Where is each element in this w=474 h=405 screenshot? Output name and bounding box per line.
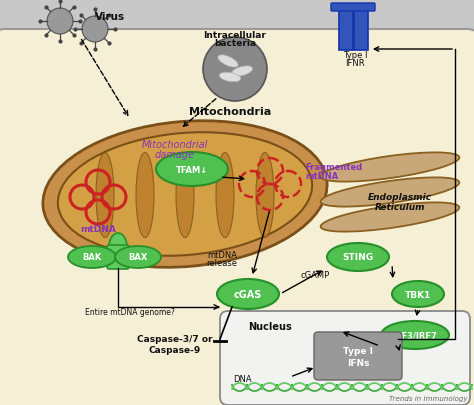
Ellipse shape [96, 153, 114, 238]
Text: release: release [207, 258, 237, 267]
Ellipse shape [109, 233, 127, 261]
Text: damage: damage [155, 149, 195, 160]
Ellipse shape [217, 279, 279, 309]
Text: BAX: BAX [128, 253, 148, 262]
FancyBboxPatch shape [331, 4, 375, 12]
Ellipse shape [321, 203, 459, 232]
Text: Intracellular: Intracellular [203, 31, 266, 40]
Ellipse shape [231, 67, 253, 77]
Text: STING: STING [342, 253, 374, 262]
Text: DNA: DNA [233, 374, 251, 383]
Text: Type I: Type I [343, 347, 373, 356]
Text: Reticulum: Reticulum [375, 202, 425, 211]
Text: IFNs: IFNs [347, 358, 369, 368]
Ellipse shape [115, 246, 161, 269]
Text: IRF3/IRF7: IRF3/IRF7 [392, 331, 438, 340]
Text: BAK: BAK [82, 253, 101, 262]
Ellipse shape [392, 281, 444, 307]
Ellipse shape [136, 153, 154, 238]
Text: Virus: Virus [95, 12, 125, 22]
Ellipse shape [68, 246, 116, 269]
FancyBboxPatch shape [314, 332, 402, 380]
FancyBboxPatch shape [107, 245, 129, 269]
Circle shape [203, 38, 267, 102]
Ellipse shape [156, 153, 228, 187]
Ellipse shape [327, 243, 389, 271]
Text: Mitochondria: Mitochondria [189, 107, 271, 117]
Ellipse shape [219, 73, 241, 83]
Ellipse shape [216, 153, 234, 238]
Text: TFAM↓: TFAM↓ [176, 165, 208, 174]
Text: TBK1: TBK1 [405, 290, 431, 299]
FancyBboxPatch shape [0, 30, 474, 405]
Text: Mitochondrial: Mitochondrial [142, 140, 208, 149]
Ellipse shape [321, 178, 459, 207]
FancyBboxPatch shape [0, 0, 474, 50]
Text: bacteria: bacteria [214, 39, 256, 48]
Text: cGAMP: cGAMP [301, 270, 329, 279]
Ellipse shape [218, 55, 238, 68]
Text: mtDNA: mtDNA [207, 250, 237, 259]
Text: IFNR: IFNR [345, 59, 365, 68]
Text: Trends in Immunology: Trends in Immunology [390, 395, 468, 401]
Ellipse shape [256, 153, 274, 238]
Circle shape [47, 9, 73, 35]
FancyBboxPatch shape [220, 311, 470, 405]
Text: Caspase-3/7 or: Caspase-3/7 or [137, 334, 213, 343]
Text: cGAS: cGAS [234, 289, 262, 299]
Circle shape [82, 17, 108, 43]
Text: mtDNA: mtDNA [305, 172, 338, 181]
Ellipse shape [176, 153, 194, 238]
Text: Entire mtDNA genome?: Entire mtDNA genome? [85, 307, 175, 316]
Text: Nucleus: Nucleus [248, 321, 292, 331]
Ellipse shape [43, 122, 327, 268]
Ellipse shape [381, 321, 449, 349]
Text: Endoplasmic: Endoplasmic [368, 192, 432, 202]
FancyBboxPatch shape [339, 7, 353, 51]
Text: Type I: Type I [343, 51, 367, 60]
Text: Caspase-9: Caspase-9 [149, 345, 201, 354]
Ellipse shape [321, 153, 459, 182]
Text: mtDNA: mtDNA [80, 224, 116, 233]
FancyBboxPatch shape [354, 7, 368, 51]
Text: Fragmented: Fragmented [305, 162, 362, 172]
Ellipse shape [58, 133, 312, 256]
